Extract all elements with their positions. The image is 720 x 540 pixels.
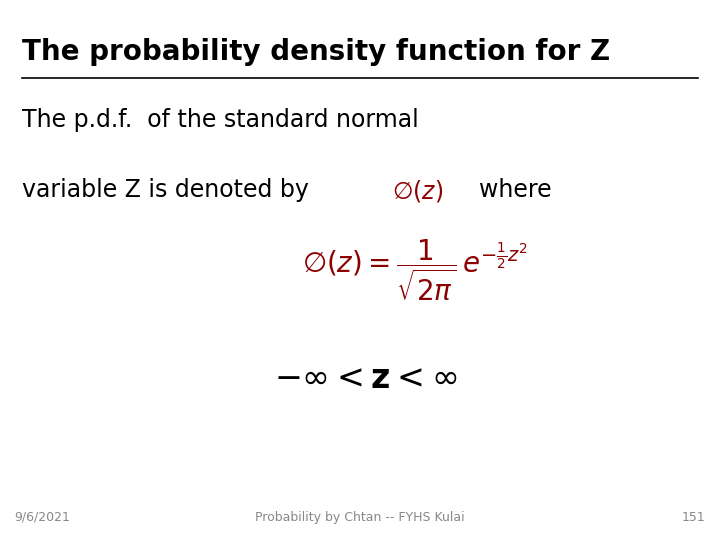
Text: The probability density function for Z: The probability density function for Z (22, 38, 610, 66)
Text: $\emptyset(\mathit{z})$: $\emptyset(\mathit{z})$ (392, 178, 444, 204)
Text: The p.d.f.  of the standard normal: The p.d.f. of the standard normal (22, 108, 418, 132)
Text: $-\infty < \mathbf{z} < \infty$: $-\infty < \mathbf{z} < \infty$ (274, 361, 457, 395)
Text: where: where (464, 178, 552, 202)
Text: 9/6/2021: 9/6/2021 (14, 511, 71, 524)
Text: 151: 151 (682, 511, 706, 524)
Text: Probability by Chtan -- FYHS Kulai: Probability by Chtan -- FYHS Kulai (255, 511, 465, 524)
Text: $\emptyset(z) = \dfrac{1}{\sqrt{2\pi}}\, e^{-\frac{1}{2}z^2}$: $\emptyset(z) = \dfrac{1}{\sqrt{2\pi}}\,… (302, 237, 528, 303)
Text: variable Z is denoted by: variable Z is denoted by (22, 178, 308, 202)
